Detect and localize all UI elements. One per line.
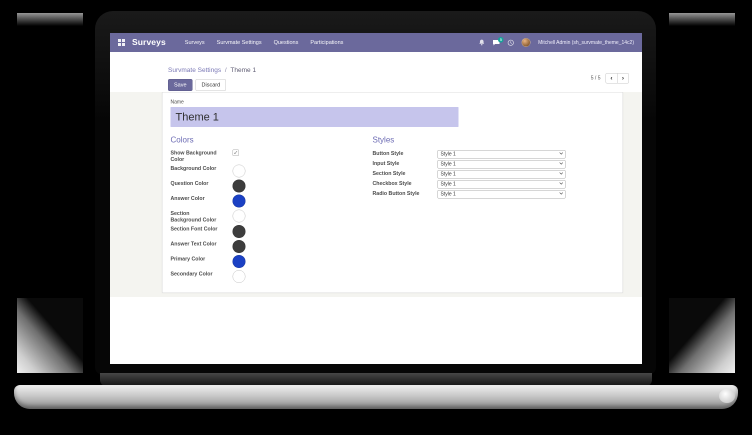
colors-rows: Show Background Color Background Color Que… xyxy=(171,149,373,284)
top-navbar: Surveys Surveys Survmate Settings Questi… xyxy=(110,33,642,52)
field-label: Radio Button Style xyxy=(372,190,420,197)
name-field-label: Name xyxy=(170,99,184,106)
field-label: Checkbox Style xyxy=(372,180,412,187)
menu-item-surveys[interactable]: Surveys xyxy=(184,39,205,46)
field-label: Answer Text Color xyxy=(170,241,217,247)
style-select[interactable]: Style 1 xyxy=(437,160,566,169)
style-field-row: Section Style Style 1 xyxy=(372,169,566,179)
color-swatch[interactable] xyxy=(232,209,246,223)
color-swatch[interactable] xyxy=(232,240,246,253)
styles-group: Styles Button Style Style 1 Input Style Sty… xyxy=(373,136,566,285)
messages-icon[interactable]: 5 xyxy=(493,36,504,46)
color-swatch[interactable] xyxy=(232,270,246,283)
style-field-row: Checkbox Style Style 1 xyxy=(372,179,566,189)
color-swatch[interactable] xyxy=(232,179,246,193)
laptop-base-highlight xyxy=(719,389,735,403)
color-field-row: Secondary Color xyxy=(171,270,373,284)
color-field-row: Show Background Color xyxy=(171,149,373,163)
color-field-row: Primary Color xyxy=(171,255,373,269)
form-buttons: Save Discard xyxy=(168,79,642,91)
style-field-row: Input Style Style 1 xyxy=(372,159,566,169)
field-label: Question Color xyxy=(170,180,209,187)
main-menu: Surveys Survmate Settings Questions Part… xyxy=(185,40,344,46)
apps-menu-icon[interactable] xyxy=(118,39,125,46)
style-select-wrapper: Style 1 xyxy=(437,189,566,199)
style-select-wrapper: Style 1 xyxy=(437,169,566,179)
breadcrumb-parent[interactable]: Survmate Settings xyxy=(168,66,222,74)
field-label: Section Font Color xyxy=(170,226,218,232)
color-field-row: Section Font Color xyxy=(171,225,373,239)
laptop-hinge xyxy=(100,373,652,386)
menu-item-participations[interactable]: Participations xyxy=(310,39,344,46)
styles-heading: Styles xyxy=(372,136,395,145)
field-label: Primary Color xyxy=(170,256,206,262)
color-swatch[interactable] xyxy=(232,225,246,238)
field-label: Section Style xyxy=(372,170,406,177)
menu-item-survmate-settings[interactable]: Survmate Settings xyxy=(216,39,262,46)
save-button[interactable]: Save xyxy=(168,79,193,91)
style-select[interactable]: Style 1 xyxy=(437,180,566,189)
style-select-wrapper: Style 1 xyxy=(437,159,566,169)
pager-previous-button[interactable]: ‹ xyxy=(605,73,618,84)
navbar-right: 5 Mitchell Admin (sh_survmate_theme_14c2… xyxy=(479,36,634,47)
style-select[interactable]: Style 1 xyxy=(437,150,566,159)
pager-next-button[interactable]: › xyxy=(617,73,629,84)
user-avatar[interactable] xyxy=(521,38,531,47)
breadcrumb-current: Theme 1 xyxy=(230,66,257,74)
color-swatch[interactable] xyxy=(232,194,246,208)
breadcrumb: Survmate Settings / Theme 1 xyxy=(168,65,642,75)
background-glare-left xyxy=(17,13,83,26)
color-field-row: Answer Color xyxy=(170,194,373,209)
form-columns: Colors Show Background Color Background C… xyxy=(171,136,615,285)
show-background-color-checkbox[interactable] xyxy=(232,149,239,156)
styles-rows: Button Style Style 1 Input Style Style 1 Sec… xyxy=(372,149,566,199)
field-label: Section Background Color xyxy=(170,210,217,224)
laptop-base xyxy=(14,385,738,409)
style-select-wrapper: Style 1 xyxy=(437,149,566,159)
control-panel: Survmate Settings / Theme 1 Save Discard… xyxy=(110,52,642,92)
record-pager: 5 / 5 ‹ › xyxy=(591,73,629,84)
laptop-reflection-right xyxy=(669,298,735,373)
discard-button[interactable]: Discard xyxy=(195,79,227,91)
style-field-row: Button Style Style 1 xyxy=(372,149,566,159)
app-window: Surveys Surveys Survmate Settings Questi… xyxy=(110,33,642,364)
style-select[interactable]: Style 1 xyxy=(437,190,566,199)
colors-group: Colors Show Background Color Background C… xyxy=(171,136,373,285)
field-label: Button Style xyxy=(372,150,404,157)
content-area: Name Colors Show Background Color Backgro… xyxy=(110,92,642,297)
color-field-row: Section Background Color xyxy=(170,209,373,224)
style-field-row: Radio Button Style Style 1 xyxy=(372,189,566,199)
laptop-screen-bezel: Surveys Surveys Survmate Settings Questi… xyxy=(95,11,656,375)
breadcrumb-separator: / xyxy=(224,66,227,74)
messages-badge: 5 xyxy=(498,36,504,43)
field-label: Background Color xyxy=(170,165,217,172)
pager-count: 5 / 5 xyxy=(590,75,601,82)
color-field-row: Answer Text Color xyxy=(171,240,373,254)
color-field-row: Question Color xyxy=(170,179,373,194)
app-brand[interactable]: Surveys xyxy=(132,37,166,48)
menu-item-questions[interactable]: Questions xyxy=(273,39,299,46)
color-swatch[interactable] xyxy=(232,164,246,178)
field-label: Input Style xyxy=(372,160,400,167)
field-label: Show Background Color xyxy=(170,150,217,163)
bell-icon[interactable] xyxy=(479,39,486,46)
style-select-wrapper: Style 1 xyxy=(437,179,566,189)
laptop-screen: Surveys Surveys Survmate Settings Questi… xyxy=(110,33,642,364)
user-name[interactable]: Mitchell Admin (sh_survmate_theme_14c2) xyxy=(538,39,634,46)
laptop-reflection-left xyxy=(17,298,83,373)
field-label: Secondary Color xyxy=(170,271,213,277)
colors-heading: Colors xyxy=(170,136,194,145)
background-glare-right xyxy=(669,13,735,26)
form-sheet: Name Colors Show Background Color Backgro… xyxy=(162,92,623,293)
color-swatch[interactable] xyxy=(232,255,246,268)
name-input[interactable] xyxy=(170,107,459,127)
clock-icon[interactable] xyxy=(507,39,515,46)
color-field-row: Background Color xyxy=(170,164,373,179)
style-select[interactable]: Style 1 xyxy=(437,170,566,179)
field-label: Answer Color xyxy=(170,195,205,202)
